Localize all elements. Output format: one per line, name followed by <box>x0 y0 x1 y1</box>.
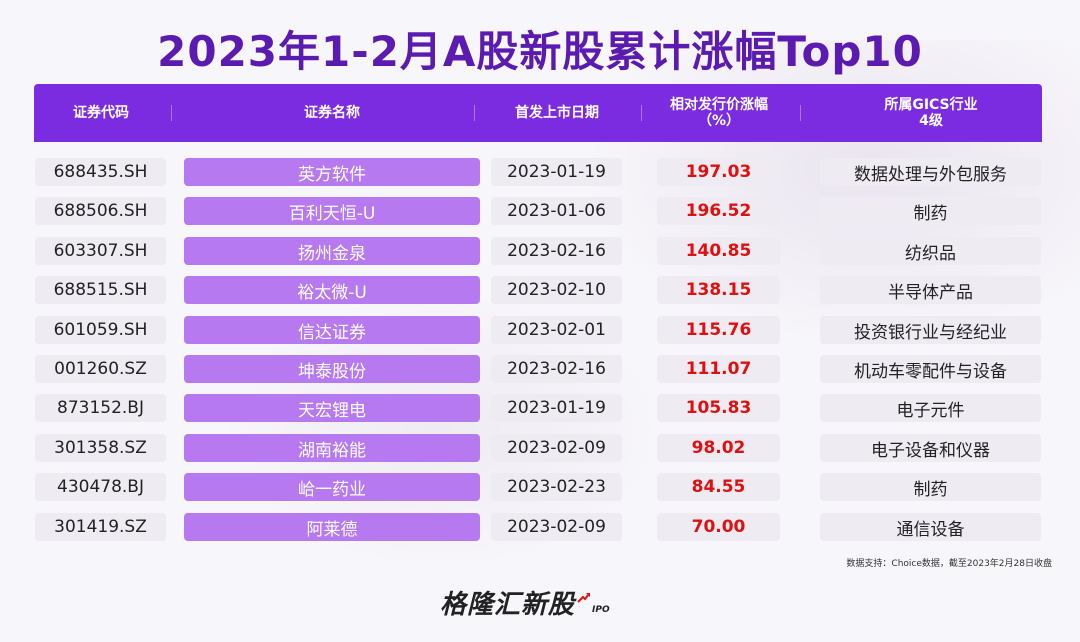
row-3-name-cell: 扬州金泉 <box>184 237 480 265</box>
row-10-code-cell: 301419.SZ <box>35 513 166 541</box>
row-10-date-cell: 2023-02-09 <box>491 513 622 541</box>
row-3-date-cell: 2023-02-16 <box>491 237 622 265</box>
row-7-date-cell: 2023-01-19 <box>491 394 622 422</box>
header-industry-line2: 4级 <box>919 113 943 129</box>
row-8-pct-cell: 98.02 <box>657 434 780 462</box>
row-1-name-cell: 英方软件 <box>184 158 480 186</box>
header-pct-line1: 相对发行价涨幅 <box>670 97 768 113</box>
header-divider <box>171 105 172 121</box>
row-4-name-cell: 裕太微-U <box>184 276 480 304</box>
row-8-code-cell: 301358.SZ <box>35 434 166 462</box>
row-2-code-cell: 688506.SH <box>35 197 166 225</box>
page-title: 2023年1-2月A股新股累计涨幅Top10 <box>157 27 923 76</box>
row-6-pct-cell: 111.07 <box>657 355 780 383</box>
row-3-industry-cell: 纺织品 <box>820 237 1041 265</box>
header-name: 证券名称 <box>304 105 360 121</box>
trend-arrow-icon <box>577 593 591 603</box>
row-9-name-cell: 峆一药业 <box>184 473 480 501</box>
table-header: 证券代码 证券名称 首发上市日期 相对发行价涨幅 （%） 所属GICS行业 4级 <box>34 84 1042 142</box>
row-1-pct-cell: 197.03 <box>657 158 780 186</box>
header-date: 首发上市日期 <box>515 105 599 121</box>
row-4-code-cell: 688515.SH <box>35 276 166 304</box>
brand-logo: 格隆汇新股 IPO <box>440 585 610 621</box>
data-source-note: 数据支持：Choice数据，截至2023年2月28日收盘 <box>846 559 1052 569</box>
row-3-code-cell: 603307.SH <box>35 237 166 265</box>
row-3-pct-cell: 140.85 <box>657 237 780 265</box>
row-9-industry-cell: 制药 <box>820 473 1041 501</box>
row-9-pct-cell: 84.55 <box>657 473 780 501</box>
row-10-name-cell: 阿莱德 <box>184 513 480 541</box>
row-2-name-cell: 百利天恒-U <box>184 197 480 225</box>
header-divider <box>474 105 475 121</box>
row-8-industry-cell: 电子设备和仪器 <box>820 434 1041 462</box>
logo-text: 格隆汇新股 <box>440 590 576 620</box>
row-2-pct-cell: 196.52 <box>657 197 780 225</box>
row-7-industry-cell: 电子元件 <box>820 394 1041 422</box>
header-divider <box>800 105 801 121</box>
header-industry: 所属GICS行业 4级 <box>820 84 1042 142</box>
row-4-date-cell: 2023-02-10 <box>491 276 622 304</box>
row-4-pct-cell: 138.15 <box>657 276 780 304</box>
row-9-date-cell: 2023-02-23 <box>491 473 622 501</box>
header-code: 证券代码 <box>73 105 129 121</box>
row-4-industry-cell: 半导体产品 <box>820 276 1041 304</box>
row-2-date-cell: 2023-01-06 <box>491 197 622 225</box>
row-7-pct-cell: 105.83 <box>657 394 780 422</box>
row-5-pct-cell: 115.76 <box>657 316 780 344</box>
header-pct: 相对发行价涨幅 （%） <box>654 84 784 142</box>
row-6-code-cell: 001260.SZ <box>35 355 166 383</box>
row-7-name-cell: 天宏锂电 <box>184 394 480 422</box>
row-6-name-cell: 坤泰股份 <box>184 355 480 383</box>
row-10-industry-cell: 通信设备 <box>820 513 1041 541</box>
row-2-industry-cell: 制药 <box>820 197 1041 225</box>
row-1-code-cell: 688435.SH <box>35 158 166 186</box>
row-5-code-cell: 601059.SH <box>35 316 166 344</box>
row-6-industry-cell: 机动车零配件与设备 <box>820 355 1041 383</box>
row-8-date-cell: 2023-02-09 <box>491 434 622 462</box>
row-6-date-cell: 2023-02-16 <box>491 355 622 383</box>
row-5-date-cell: 2023-02-01 <box>491 316 622 344</box>
header-industry-line1: 所属GICS行业 <box>884 97 978 113</box>
row-5-name-cell: 信达证券 <box>184 316 480 344</box>
header-divider <box>641 105 642 121</box>
row-8-name-cell: 湖南裕能 <box>184 434 480 462</box>
row-7-code-cell: 873152.BJ <box>35 394 166 422</box>
row-5-industry-cell: 投资银行业与经纪业 <box>820 316 1041 344</box>
logo-ipo: IPO <box>592 605 610 615</box>
row-10-pct-cell: 70.00 <box>657 513 780 541</box>
row-1-date-cell: 2023-01-19 <box>491 158 622 186</box>
row-1-industry-cell: 数据处理与外包服务 <box>820 158 1041 186</box>
row-9-code-cell: 430478.BJ <box>35 473 166 501</box>
header-pct-line2: （%） <box>697 113 741 129</box>
